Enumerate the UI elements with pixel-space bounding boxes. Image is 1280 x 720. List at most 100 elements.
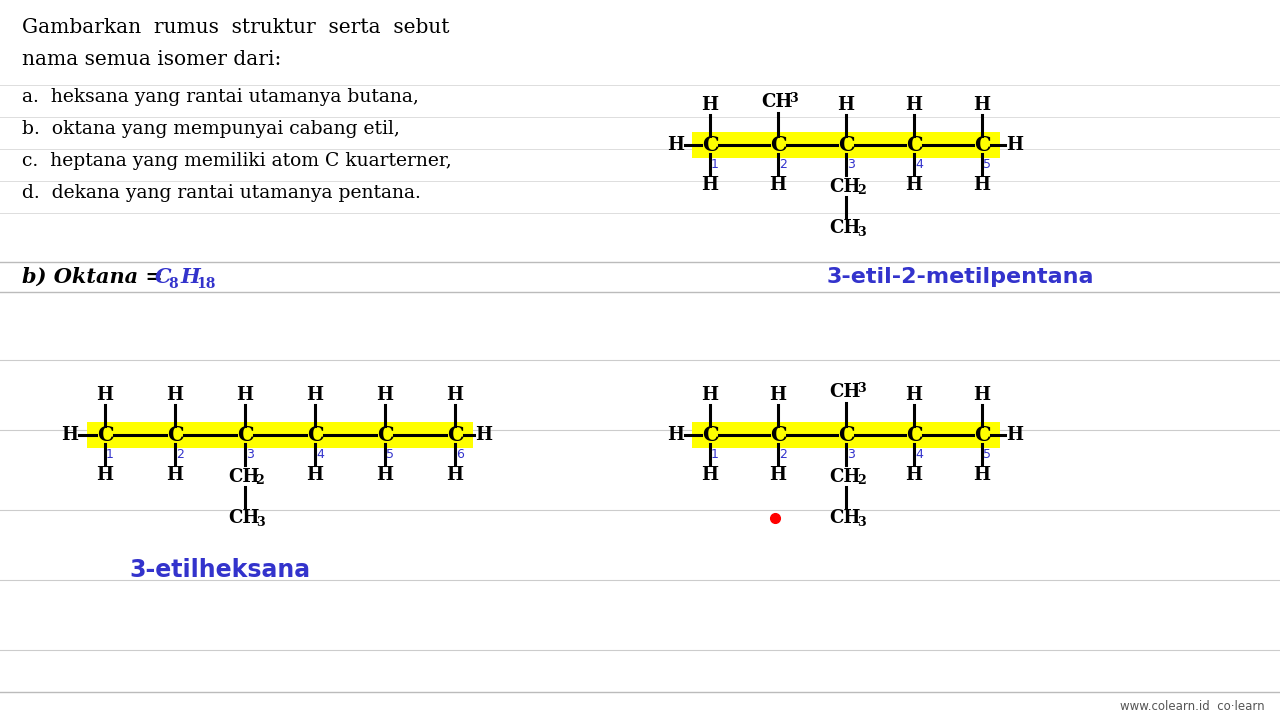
- Text: 2: 2: [780, 448, 787, 461]
- Text: 2: 2: [780, 158, 787, 171]
- Text: C: C: [974, 135, 991, 155]
- Text: H: H: [701, 466, 718, 484]
- Text: d.  dekana yang rantai utamanya pentana.: d. dekana yang rantai utamanya pentana.: [22, 184, 421, 202]
- Text: CH: CH: [829, 468, 860, 486]
- Text: C: C: [974, 425, 991, 445]
- Text: 2: 2: [856, 184, 865, 197]
- Bar: [692, 132, 1000, 158]
- Text: H: H: [166, 466, 183, 484]
- Text: H: H: [447, 386, 463, 404]
- Text: H: H: [974, 386, 991, 404]
- Text: H: H: [96, 466, 114, 484]
- Text: H: H: [974, 466, 991, 484]
- Text: H: H: [701, 176, 718, 194]
- Text: C: C: [166, 425, 183, 445]
- Text: C: C: [769, 425, 786, 445]
- Text: 4: 4: [316, 448, 324, 461]
- Text: 2: 2: [856, 474, 865, 487]
- Text: CH: CH: [228, 509, 260, 527]
- Text: H: H: [769, 466, 786, 484]
- Text: b.  oktana yang mempunyai cabang etil,: b. oktana yang mempunyai cabang etil,: [22, 120, 399, 138]
- Text: CH: CH: [228, 468, 260, 486]
- Text: H: H: [769, 386, 786, 404]
- Text: 6: 6: [456, 448, 463, 461]
- Text: 1: 1: [712, 158, 719, 171]
- Text: CH: CH: [829, 509, 860, 527]
- Text: C: C: [837, 135, 854, 155]
- Bar: [0, 692, 1280, 720]
- Text: 3: 3: [847, 158, 855, 171]
- Text: H: H: [376, 386, 393, 404]
- Text: H: H: [837, 96, 855, 114]
- Text: 3: 3: [856, 382, 865, 395]
- Text: H: H: [905, 386, 923, 404]
- Text: H: H: [180, 267, 200, 287]
- Text: 5: 5: [387, 448, 394, 461]
- Text: CH: CH: [829, 219, 860, 237]
- Text: H: H: [61, 426, 78, 444]
- Bar: [0, 262, 1280, 292]
- Text: H: H: [701, 386, 718, 404]
- Text: C: C: [307, 425, 324, 445]
- Text: Gambarkan  rumus  struktur  serta  sebut: Gambarkan rumus struktur serta sebut: [22, 18, 449, 37]
- Text: C: C: [701, 135, 718, 155]
- Bar: [87, 422, 474, 448]
- Text: CH: CH: [829, 178, 860, 196]
- Text: 4: 4: [915, 158, 923, 171]
- Text: H: H: [96, 386, 114, 404]
- Text: c.  heptana yang memiliki atom C kuarterner,: c. heptana yang memiliki atom C kuartern…: [22, 152, 452, 170]
- Text: 3: 3: [856, 516, 865, 528]
- Text: 5: 5: [983, 448, 991, 461]
- Text: H: H: [701, 96, 718, 114]
- Text: H: H: [974, 96, 991, 114]
- Text: H: H: [769, 176, 786, 194]
- Text: C: C: [376, 425, 393, 445]
- Text: H: H: [475, 426, 493, 444]
- Text: H: H: [905, 466, 923, 484]
- Text: 2: 2: [256, 474, 265, 487]
- Text: H: H: [905, 96, 923, 114]
- Text: 18: 18: [196, 277, 215, 291]
- Text: H: H: [667, 426, 685, 444]
- Text: 3: 3: [856, 225, 865, 238]
- Text: C: C: [769, 135, 786, 155]
- Text: C: C: [906, 135, 923, 155]
- Text: H: H: [306, 386, 324, 404]
- Text: b) Oktana =: b) Oktana =: [22, 267, 170, 287]
- Text: CH: CH: [829, 383, 860, 401]
- Text: C: C: [237, 425, 253, 445]
- Text: 3: 3: [788, 91, 797, 104]
- Bar: [0, 292, 1280, 692]
- Bar: [0, 0, 1280, 262]
- Text: 8: 8: [168, 277, 178, 291]
- Text: 2: 2: [177, 448, 184, 461]
- Text: C: C: [701, 425, 718, 445]
- Text: H: H: [447, 466, 463, 484]
- Text: H: H: [237, 386, 253, 404]
- Text: C: C: [155, 267, 172, 287]
- Text: 3-etil-2-metilpentana: 3-etil-2-metilpentana: [827, 267, 1093, 287]
- Text: H: H: [306, 466, 324, 484]
- Text: www.colearn.id  co·learn: www.colearn.id co·learn: [1120, 701, 1265, 714]
- Text: H: H: [1006, 136, 1024, 154]
- Text: 4: 4: [915, 448, 923, 461]
- Text: nama semua isomer dari:: nama semua isomer dari:: [22, 50, 282, 69]
- Text: C: C: [837, 425, 854, 445]
- Text: 3: 3: [847, 448, 855, 461]
- Text: H: H: [376, 466, 393, 484]
- Text: 3-etilheksana: 3-etilheksana: [129, 558, 311, 582]
- Text: 5: 5: [983, 158, 991, 171]
- Text: C: C: [97, 425, 114, 445]
- Bar: [692, 422, 1000, 448]
- Text: a.  heksana yang rantai utamanya butana,: a. heksana yang rantai utamanya butana,: [22, 88, 419, 106]
- Text: 1: 1: [106, 448, 114, 461]
- Text: 3: 3: [246, 448, 253, 461]
- Text: H: H: [667, 136, 685, 154]
- Text: 3: 3: [256, 516, 264, 528]
- Text: C: C: [906, 425, 923, 445]
- Text: CH: CH: [762, 93, 792, 111]
- Text: H: H: [166, 386, 183, 404]
- Text: C: C: [447, 425, 463, 445]
- Text: H: H: [905, 176, 923, 194]
- Text: H: H: [974, 176, 991, 194]
